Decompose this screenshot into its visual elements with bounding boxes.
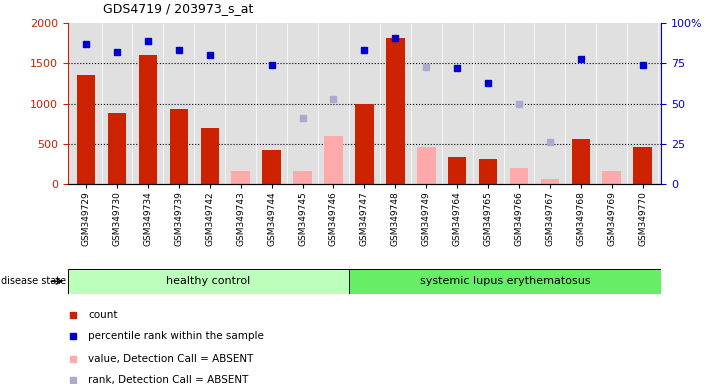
- Text: disease state: disease state: [1, 276, 66, 286]
- Bar: [324, 136, 343, 184]
- Bar: [108, 113, 127, 184]
- Bar: [262, 151, 281, 184]
- Bar: [479, 159, 498, 184]
- Bar: [68, 269, 349, 294]
- Bar: [77, 76, 95, 184]
- Bar: [170, 109, 188, 184]
- Text: percentile rank within the sample: percentile rank within the sample: [88, 331, 264, 341]
- Text: systemic lupus erythematosus: systemic lupus erythematosus: [419, 276, 590, 286]
- Text: count: count: [88, 310, 118, 320]
- Bar: [540, 179, 559, 184]
- Bar: [231, 171, 250, 184]
- Bar: [448, 157, 466, 184]
- Text: rank, Detection Call = ABSENT: rank, Detection Call = ABSENT: [88, 375, 249, 384]
- Bar: [201, 128, 219, 184]
- Bar: [293, 171, 312, 184]
- Bar: [417, 147, 436, 184]
- Text: GDS4719 / 203973_s_at: GDS4719 / 203973_s_at: [103, 2, 253, 15]
- Bar: [634, 147, 652, 184]
- Bar: [510, 168, 528, 184]
- Bar: [355, 104, 374, 184]
- Bar: [572, 139, 590, 184]
- Text: healthy control: healthy control: [166, 276, 250, 286]
- Bar: [386, 38, 405, 184]
- Bar: [602, 171, 621, 184]
- Text: value, Detection Call = ABSENT: value, Detection Call = ABSENT: [88, 354, 254, 364]
- Bar: [349, 269, 661, 294]
- Bar: [139, 55, 157, 184]
